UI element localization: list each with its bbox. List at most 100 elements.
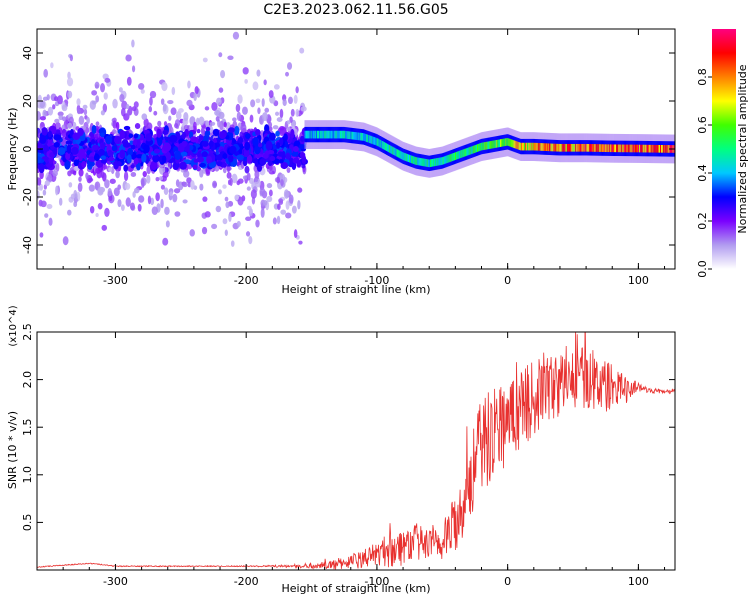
ridge-core bbox=[565, 143, 568, 152]
noise-blob bbox=[82, 104, 88, 110]
noise-blob bbox=[226, 166, 232, 171]
ridge-core bbox=[415, 157, 417, 165]
noise-blob bbox=[103, 164, 108, 170]
noise-blob bbox=[133, 101, 139, 108]
ridge-core bbox=[593, 144, 595, 152]
ridge-core bbox=[331, 130, 334, 139]
noise-core-blob bbox=[244, 141, 251, 151]
noise-blob bbox=[182, 199, 188, 204]
snr-plot-area bbox=[37, 332, 675, 570]
colorbar: 0.0 0.2 0.4 0.6 0.8 Normalized spectral ampl… bbox=[696, 29, 749, 278]
noise-core-blob bbox=[47, 130, 53, 138]
noise-blob bbox=[44, 213, 49, 218]
noise-core-blob bbox=[111, 145, 117, 152]
ridge-core bbox=[583, 143, 586, 152]
noise-blob bbox=[97, 186, 104, 195]
noise-blob bbox=[286, 126, 291, 132]
ridge-core bbox=[375, 137, 377, 146]
noise-core-blob bbox=[123, 164, 129, 172]
ridge-core bbox=[496, 139, 499, 148]
ridge-core bbox=[601, 144, 603, 152]
noise-core-blob bbox=[122, 142, 131, 148]
ridge-core bbox=[618, 144, 620, 153]
ridge-core bbox=[414, 156, 416, 165]
ridge-core bbox=[491, 140, 494, 149]
noise-core-blob bbox=[246, 154, 253, 164]
noise-blob bbox=[110, 166, 115, 175]
spectrogram-x-tick-label: -100 bbox=[364, 274, 389, 287]
noise-blob bbox=[190, 180, 195, 190]
ridge-core bbox=[561, 143, 564, 152]
ridge-core bbox=[464, 148, 466, 157]
ridge-core bbox=[559, 143, 562, 152]
noise-blob bbox=[202, 196, 208, 202]
noise-core-blob bbox=[234, 125, 240, 136]
ridge-core bbox=[530, 142, 532, 151]
noise-core-blob bbox=[292, 145, 299, 153]
ridge-core bbox=[433, 158, 435, 167]
ridge-core bbox=[423, 158, 426, 167]
ridge-core bbox=[554, 143, 556, 152]
ridge-core bbox=[344, 130, 346, 139]
noise-core-blob bbox=[127, 147, 134, 156]
ridge-core bbox=[529, 142, 531, 151]
noise-blob bbox=[254, 177, 259, 183]
ridge-core bbox=[612, 144, 615, 153]
noise-blob bbox=[118, 87, 123, 93]
noise-blob bbox=[86, 116, 90, 125]
ridge-core bbox=[541, 143, 544, 151]
noise-core-blob bbox=[180, 151, 188, 157]
ridge-core bbox=[311, 130, 314, 139]
noise-blob bbox=[47, 173, 53, 183]
ridge-core bbox=[453, 152, 456, 161]
ridge-core bbox=[368, 134, 370, 143]
ridge-core bbox=[402, 152, 405, 161]
noise-blob bbox=[100, 82, 106, 93]
noise-blob bbox=[230, 240, 235, 247]
noise-core-blob bbox=[90, 138, 96, 145]
noise-blob bbox=[261, 98, 265, 107]
spectrogram-y-tick-label: 40 bbox=[21, 46, 34, 60]
snr-y-tick-label: 2.0 bbox=[21, 371, 34, 389]
noise-core-blob bbox=[44, 146, 50, 152]
noise-blob bbox=[162, 103, 167, 112]
noise-blob bbox=[300, 106, 307, 112]
ridge-core bbox=[524, 142, 526, 151]
noise-blob bbox=[299, 47, 305, 54]
ridge-core bbox=[626, 144, 628, 153]
noise-blob bbox=[46, 203, 53, 210]
noise-blob bbox=[162, 237, 169, 246]
noise-blob bbox=[46, 94, 50, 101]
snr-y-tick-label: 2.5 bbox=[21, 323, 34, 341]
ridge-core bbox=[478, 143, 480, 152]
ridge-core bbox=[490, 140, 492, 149]
noise-core-blob bbox=[237, 137, 244, 144]
ridge-core bbox=[598, 144, 600, 152]
ridge-core bbox=[324, 130, 326, 139]
noise-blob bbox=[264, 107, 270, 113]
noise-core-blob bbox=[273, 149, 278, 154]
noise-blob bbox=[149, 90, 157, 99]
noise-blob bbox=[112, 129, 117, 134]
ridge-core bbox=[534, 142, 536, 151]
ridge-core bbox=[412, 155, 414, 164]
noise-blob bbox=[266, 183, 273, 189]
noise-core-blob bbox=[130, 144, 136, 150]
noise-core-blob bbox=[100, 155, 107, 160]
ridge-core bbox=[609, 144, 612, 153]
ridge-core bbox=[512, 139, 514, 148]
noise-blob bbox=[216, 97, 222, 106]
spectrogram-x-tick-label: 0 bbox=[504, 274, 511, 287]
noise-scatter-layer bbox=[37, 31, 309, 247]
ridge-core bbox=[503, 138, 505, 147]
ridge-core bbox=[578, 143, 580, 152]
noise-core-blob bbox=[199, 162, 207, 168]
noise-blob bbox=[155, 176, 160, 182]
ridge-core bbox=[571, 143, 573, 152]
noise-blob bbox=[146, 122, 153, 131]
noise-blob bbox=[252, 81, 259, 91]
ridge-core bbox=[394, 147, 396, 156]
noise-blob bbox=[256, 69, 261, 77]
noise-blob bbox=[199, 169, 204, 178]
ridge-core bbox=[515, 141, 518, 149]
